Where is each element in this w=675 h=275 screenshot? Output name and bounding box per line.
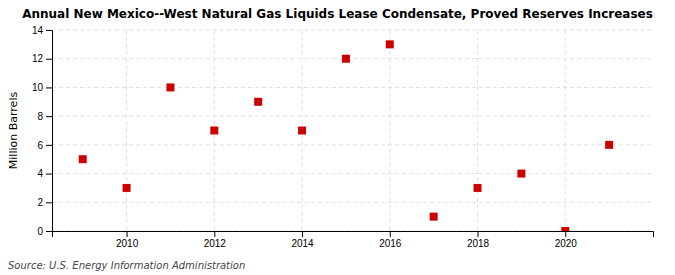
x-tick-label: 2014: [291, 238, 314, 249]
x-tick-mark: [565, 231, 566, 237]
y-grid-line: [52, 116, 653, 117]
y-axis-line: [46, 31, 53, 232]
y-tick-mark: [46, 87, 52, 88]
y-tick-label: 12: [32, 53, 44, 64]
x-tick-mark: [390, 231, 391, 237]
y-tick-label: 14: [32, 25, 44, 36]
y-grid-line: [52, 58, 653, 59]
y-grid-line: [52, 87, 653, 88]
y-tick-label: 4: [37, 168, 43, 179]
x-tick-mark: [127, 231, 128, 237]
x-tick: 2010: [116, 231, 139, 249]
x-axis-line: [53, 232, 654, 238]
grid: [52, 30, 653, 231]
y-tick: 14: [32, 25, 52, 36]
x-tick-label: 2012: [204, 238, 227, 249]
x-tick: 2014: [291, 231, 314, 249]
point: [123, 184, 131, 192]
y-grid-line: [52, 144, 653, 145]
y-tick-label: 2: [37, 197, 43, 208]
chart-title: Annual New Mexico--West Natural Gas Liqu…: [22, 7, 653, 21]
point: [386, 40, 394, 48]
y-tick: 12: [32, 53, 52, 64]
point: [605, 141, 613, 149]
x-grid-line: [565, 30, 566, 231]
y-tick-mark: [46, 30, 52, 31]
y-tick: 0: [37, 226, 52, 237]
y-tick-label: 0: [37, 226, 43, 237]
point: [210, 127, 218, 135]
y-tick-mark: [46, 116, 52, 117]
chart-svg: 2010 2012 2014 2016 2018 2020 0 2 4 6 8 10 12 14 Milli…: [0, 0, 675, 275]
point: [342, 55, 350, 63]
x-tick-label: 2016: [379, 238, 402, 249]
x-grid-line: [477, 30, 478, 231]
y-tick: 8: [37, 111, 52, 122]
x-axis: 2010 2012 2014 2016 2018 2020: [53, 231, 654, 249]
y-axis: 0 2 4 6 8 10 12 14: [32, 25, 53, 237]
x-grid-line: [126, 30, 127, 231]
x-tick-label: 2020: [555, 238, 578, 249]
source-note: Source: U.S. Energy Information Administ…: [8, 260, 245, 271]
x-tick-mark: [214, 231, 215, 237]
x-tick: 2020: [555, 231, 578, 249]
point: [517, 170, 525, 178]
plot-area: 2010 2012 2014 2016 2018 2020 0 2 4 6 8 10 12 14: [32, 25, 654, 249]
y-tick: 6: [37, 140, 52, 151]
y-tick-mark: [46, 174, 52, 175]
x-tick: 2016: [379, 231, 402, 249]
point: [561, 227, 569, 231]
y-tick-mark: [46, 202, 52, 203]
x-tick-mark: [302, 231, 303, 237]
y-grid-line: [52, 173, 653, 174]
y-tick-mark: [46, 59, 52, 60]
y-tick-label: 10: [32, 82, 44, 93]
point: [166, 83, 174, 91]
x-tick-label: 2018: [467, 238, 490, 249]
x-tick-mark: [478, 231, 479, 237]
x-tick-label: 2010: [116, 238, 139, 249]
y-tick-mark: [46, 231, 52, 232]
y-grid-line: [52, 202, 653, 203]
y-tick-label: 8: [37, 111, 43, 122]
y-tick: 10: [32, 82, 52, 93]
y-tick: 4: [37, 168, 52, 179]
y-tick-label: 6: [37, 140, 43, 151]
point: [474, 184, 482, 192]
point: [79, 155, 87, 163]
x-grid-line: [389, 30, 390, 231]
x-tick: 2012: [204, 231, 227, 249]
point: [430, 213, 438, 221]
y-grid-line: [52, 30, 653, 31]
y-tick-mark: [46, 145, 52, 146]
points: [79, 40, 613, 231]
y-axis-title: Million Barrels: [7, 92, 20, 170]
y-tick: 2: [37, 197, 52, 208]
x-tick: 2018: [467, 231, 490, 249]
point: [254, 98, 262, 106]
point: [298, 127, 306, 135]
